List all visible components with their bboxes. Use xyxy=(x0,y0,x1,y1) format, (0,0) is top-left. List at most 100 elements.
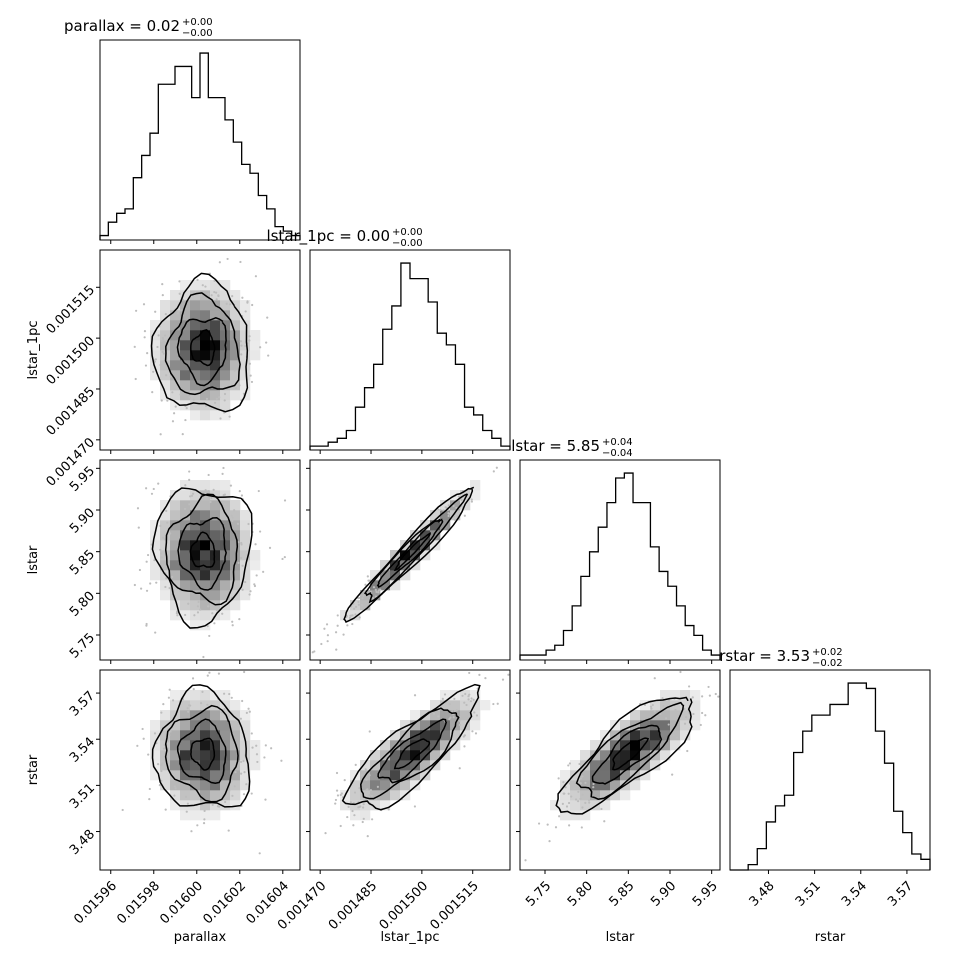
sample-point xyxy=(683,707,686,710)
density-cell xyxy=(590,770,601,781)
y-tick-label: 5.80 xyxy=(67,589,98,620)
density-cell xyxy=(210,580,221,591)
sample-point xyxy=(187,710,190,713)
sample-point xyxy=(579,797,582,801)
sample-point xyxy=(169,730,172,733)
density-cell xyxy=(190,300,201,311)
sample-point xyxy=(159,433,162,436)
hist-panel-parallax: parallax = 0.02 +0.00−0.00 xyxy=(64,17,301,244)
sample-point xyxy=(460,499,463,502)
sample-point xyxy=(165,374,168,377)
density-cell xyxy=(400,770,411,781)
axes-frame xyxy=(729,669,931,871)
density-cell xyxy=(440,700,451,711)
sample-point xyxy=(231,516,234,519)
density-cell xyxy=(670,710,681,721)
sample-point xyxy=(250,732,253,735)
sample-point xyxy=(230,779,234,782)
sample-point xyxy=(361,597,364,600)
density-cell xyxy=(180,590,191,601)
density-cell xyxy=(210,550,221,561)
contour-level-2 xyxy=(377,718,448,784)
density-cell xyxy=(170,590,181,601)
density-cell xyxy=(230,600,241,611)
density-cell xyxy=(420,760,431,771)
density-cell xyxy=(240,330,251,341)
density-cell xyxy=(180,790,191,801)
density-cell xyxy=(470,490,481,501)
sample-point xyxy=(461,694,464,697)
density-cell xyxy=(170,520,181,531)
title-minus-error: −0.00 xyxy=(182,28,213,39)
x-tick-label: 0.01596 xyxy=(71,879,120,928)
sample-point xyxy=(230,696,233,699)
density-cell xyxy=(180,690,191,701)
sample-point xyxy=(684,715,688,719)
sample-point xyxy=(453,697,456,700)
density-cell xyxy=(680,690,691,701)
density-cell xyxy=(190,780,201,791)
density-cell xyxy=(480,700,491,711)
density-cell xyxy=(160,520,171,531)
density-cell xyxy=(160,720,171,731)
density-cell xyxy=(190,340,201,351)
axes-frame xyxy=(309,669,511,871)
sample-point xyxy=(176,614,179,617)
density-cell xyxy=(190,310,201,321)
density-grid xyxy=(150,480,261,631)
density-cell xyxy=(240,520,251,531)
density-cell xyxy=(170,750,181,761)
sample-point xyxy=(218,261,221,264)
density-cell xyxy=(200,530,211,541)
density-cell xyxy=(210,700,221,711)
sample-point xyxy=(168,586,171,590)
sample-point xyxy=(375,590,378,593)
density-panel-rstar-vs-lstar xyxy=(516,669,721,874)
sample-point xyxy=(134,377,137,381)
density-cell xyxy=(210,810,221,821)
density-cell xyxy=(150,520,161,531)
density-cell xyxy=(150,350,161,361)
density-cell xyxy=(630,730,641,741)
sample-point xyxy=(448,718,451,721)
density-cell xyxy=(200,790,211,801)
y-tick-label: 3.48 xyxy=(67,827,98,858)
sample-point xyxy=(686,749,689,753)
panel-title-lstar: lstar = 5.85 xyxy=(511,437,600,455)
contour-level-1 xyxy=(189,531,216,568)
density-cell xyxy=(590,760,601,771)
density-cell xyxy=(150,730,161,741)
sample-point xyxy=(562,781,565,784)
sample-point xyxy=(248,339,251,342)
density-cell xyxy=(190,570,201,581)
density-cell xyxy=(630,710,641,721)
density-cell xyxy=(210,380,221,391)
density-cell xyxy=(160,540,171,551)
density-cell xyxy=(220,400,231,411)
sample-point xyxy=(158,784,161,787)
density-cell xyxy=(210,520,221,531)
sample-point xyxy=(464,692,467,696)
density-cell xyxy=(180,760,191,771)
sample-point xyxy=(147,753,150,756)
contour-level-2 xyxy=(376,518,444,589)
sample-point xyxy=(568,824,571,827)
sample-point xyxy=(161,762,164,765)
sample-point xyxy=(145,487,148,490)
x-tick-label: 0.001485 xyxy=(326,879,380,933)
density-cell xyxy=(190,590,201,601)
density-cell xyxy=(430,520,441,531)
density-cell xyxy=(230,540,241,551)
sample-point xyxy=(364,768,367,771)
sample-point xyxy=(208,634,211,638)
sample-point xyxy=(156,345,159,349)
sample-point xyxy=(456,514,459,518)
density-cell xyxy=(210,330,221,341)
sample-point xyxy=(140,587,143,590)
title-plus-error: +0.04 xyxy=(602,437,633,448)
density-cell xyxy=(170,740,181,751)
density-cell xyxy=(660,720,671,731)
sample-point xyxy=(653,677,656,680)
sample-point xyxy=(675,736,679,739)
sample-point xyxy=(367,579,370,582)
